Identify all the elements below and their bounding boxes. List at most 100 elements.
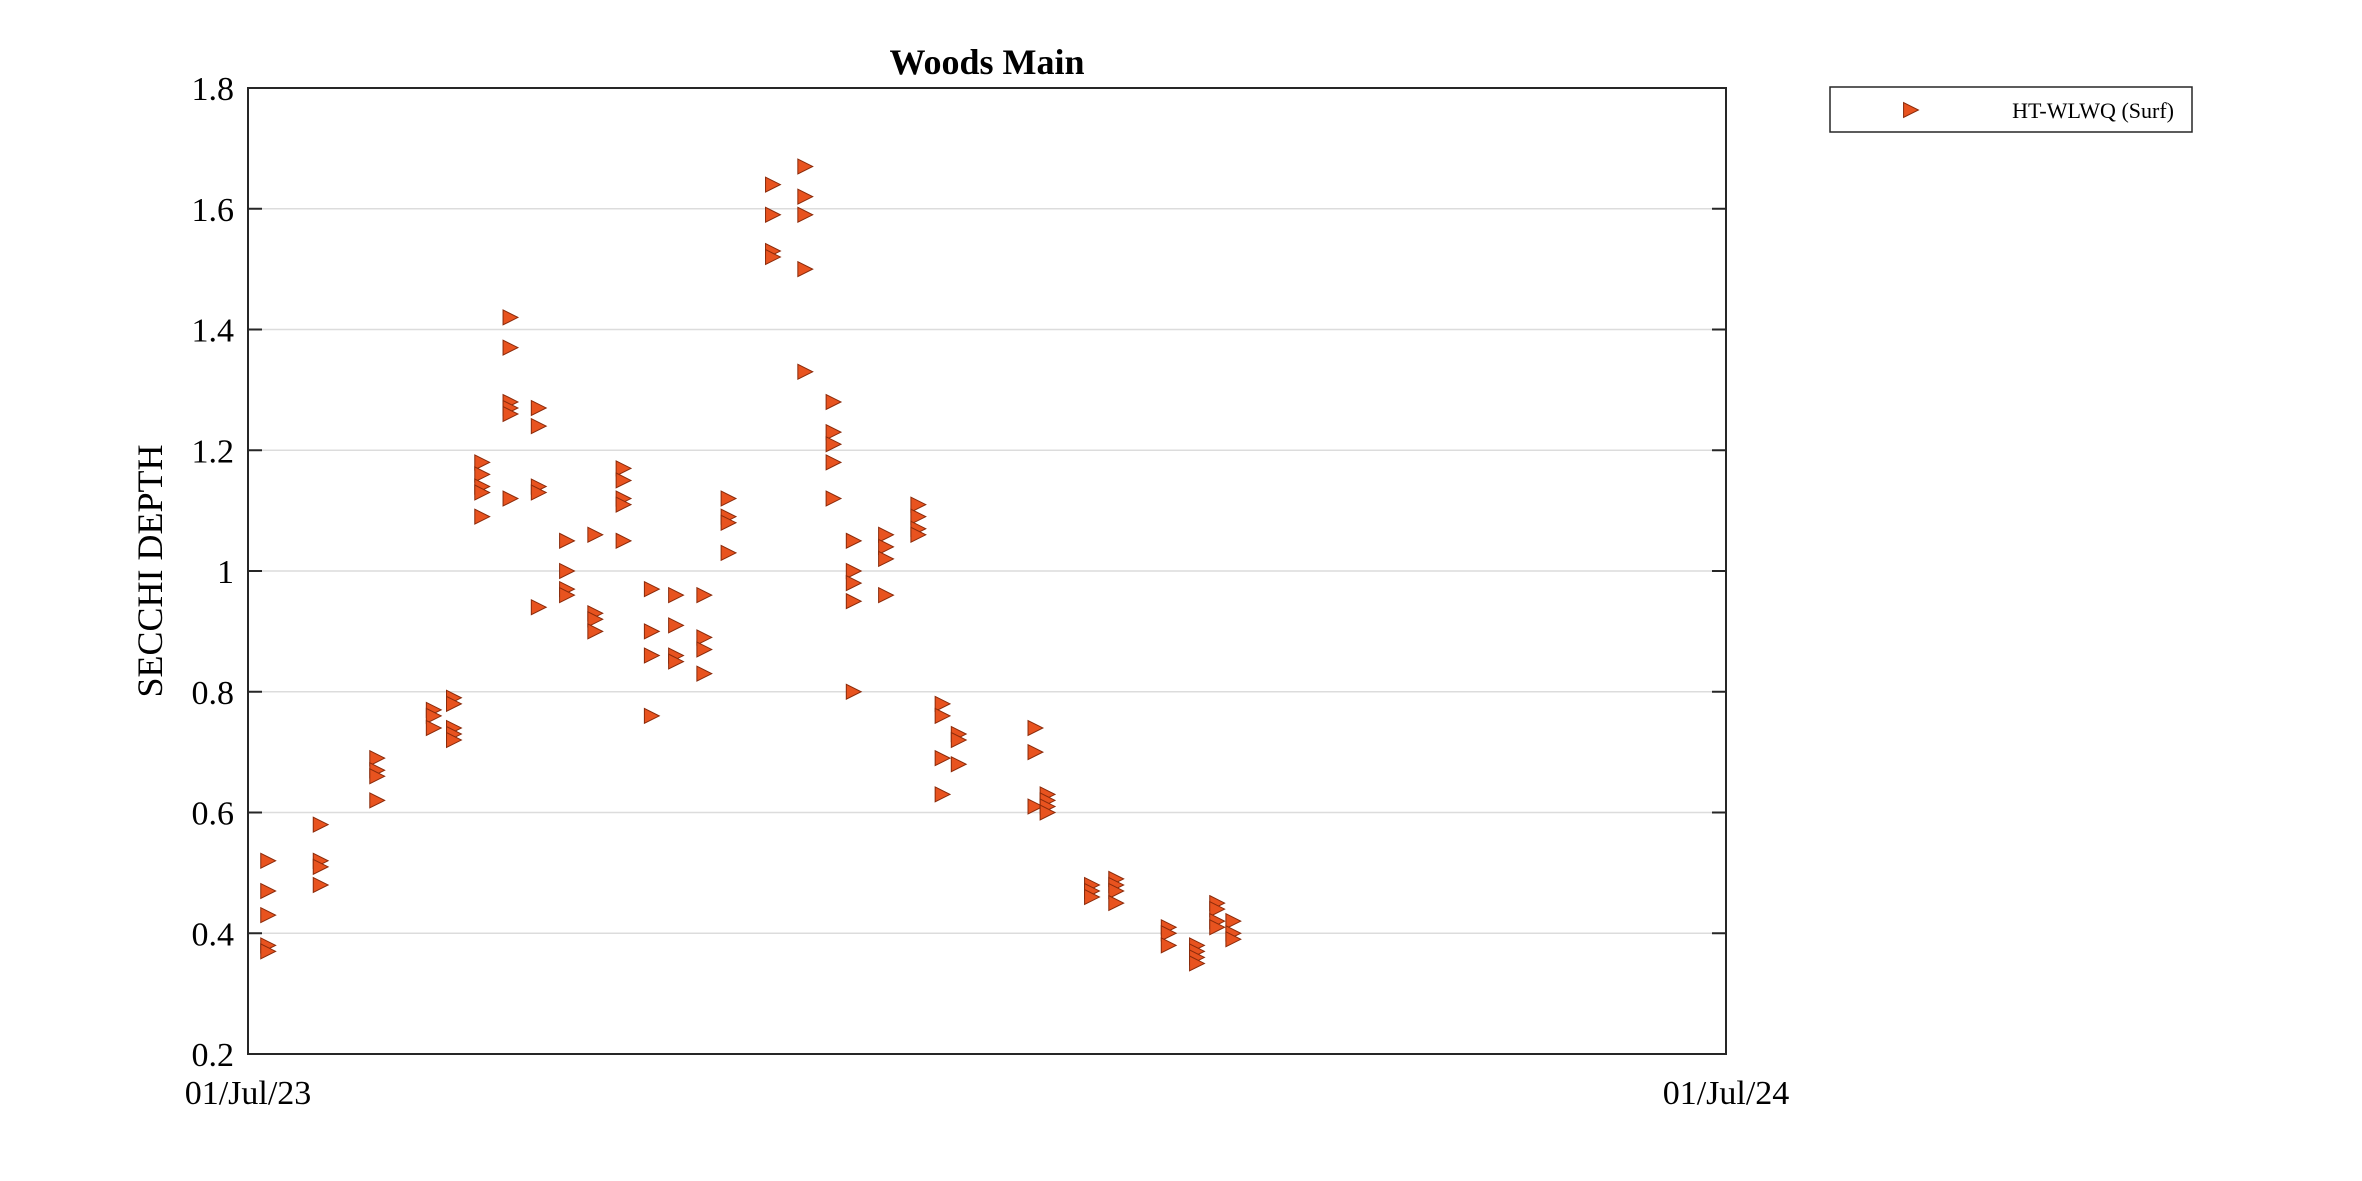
data-point	[696, 641, 713, 658]
data-point	[720, 490, 738, 507]
data-point	[446, 695, 463, 713]
data-point	[369, 792, 386, 809]
data-point	[446, 731, 463, 749]
data-point	[1027, 798, 1045, 815]
data-point	[474, 508, 491, 525]
y-axis-label: SECCHI DEPTH	[130, 444, 170, 697]
data-point	[797, 158, 814, 175]
y-tick-label: 0.4	[192, 916, 235, 953]
data-point	[643, 623, 661, 640]
data-point	[1209, 918, 1226, 936]
y-tick-label: 0.8	[192, 675, 235, 712]
data-point	[797, 363, 814, 381]
data-point	[845, 683, 863, 700]
y-tick-label: 1.8	[192, 71, 235, 108]
data-point	[934, 749, 952, 767]
data-point	[910, 526, 927, 544]
legend-marker-icon	[1903, 101, 1920, 119]
data-point	[934, 707, 952, 725]
data-point	[845, 562, 863, 580]
data-point	[950, 755, 968, 773]
data-point	[720, 514, 738, 531]
data-point	[845, 532, 863, 550]
data-point	[260, 906, 277, 924]
data-point	[825, 393, 843, 411]
data-point	[1225, 912, 1242, 930]
data-point	[425, 719, 443, 737]
data-point	[559, 532, 576, 550]
data-point	[260, 882, 277, 900]
data-point	[1225, 931, 1242, 948]
data-point	[878, 586, 895, 604]
data-point	[1084, 888, 1101, 906]
data-point	[668, 586, 685, 604]
data-point	[910, 496, 927, 513]
x-tick-label: 01/Jul/24	[1663, 1075, 1790, 1112]
data-point	[1027, 743, 1045, 761]
data-point	[696, 586, 713, 604]
data-point	[643, 707, 661, 725]
data-point	[530, 417, 548, 435]
data-point	[530, 484, 548, 501]
data-point	[878, 526, 895, 544]
grid-lines	[248, 208, 1726, 934]
data-point	[474, 454, 491, 471]
data-point	[587, 623, 604, 640]
data-point	[260, 943, 277, 960]
data-point	[797, 206, 814, 224]
y-axis: 0.2 0.4 0.6 0.8 1 1.2 1.4 1.6 1.8	[192, 71, 1726, 1074]
data-point	[878, 550, 895, 568]
data-point	[312, 816, 330, 833]
data-point	[643, 647, 661, 664]
data-point	[910, 508, 927, 525]
data-point	[765, 176, 782, 193]
data-point	[502, 339, 520, 356]
data-point	[587, 526, 604, 544]
data-point	[825, 423, 843, 441]
data-point	[934, 786, 952, 803]
data-point	[696, 665, 713, 682]
data-point	[1027, 719, 1045, 737]
data-point	[950, 731, 968, 749]
data-points	[260, 158, 1242, 972]
data-point	[474, 484, 491, 501]
data-point	[615, 472, 633, 489]
data-point	[474, 466, 491, 483]
chart-title: Woods Main	[889, 42, 1084, 82]
y-tick-label: 0.2	[192, 1037, 235, 1074]
data-point	[587, 611, 604, 628]
data-point	[845, 574, 863, 592]
legend: HT-WLWQ (Surf)	[1829, 86, 2193, 133]
data-point	[1160, 925, 1178, 942]
data-point	[530, 399, 548, 417]
y-tick-label: 1.2	[192, 433, 235, 470]
data-point	[615, 532, 633, 550]
data-point	[1108, 894, 1125, 912]
data-point	[643, 580, 661, 598]
data-point	[1039, 804, 1057, 821]
data-point	[845, 592, 863, 610]
data-point	[369, 768, 386, 785]
data-point	[825, 454, 843, 471]
legend-entry-label: HT-WLWQ (Surf)	[2012, 98, 2174, 123]
data-point	[720, 544, 738, 562]
data-point	[502, 490, 520, 507]
y-tick-label: 1.4	[192, 313, 235, 350]
x-axis: 01/Jul/23 01/Jul/24	[185, 1040, 1790, 1112]
data-point	[668, 617, 685, 634]
data-point	[312, 858, 330, 876]
legend-box	[1829, 86, 2193, 133]
data-point	[615, 496, 633, 513]
data-point	[260, 852, 277, 870]
data-point	[1189, 955, 1206, 972]
data-point	[502, 309, 520, 326]
data-point	[615, 460, 633, 477]
data-point	[425, 707, 443, 725]
data-point	[559, 562, 576, 580]
y-tick-label: 1.6	[192, 192, 235, 229]
data-point	[369, 749, 386, 767]
data-point	[1209, 900, 1226, 918]
data-point	[797, 260, 814, 278]
x-tick-label: 01/Jul/23	[185, 1075, 312, 1112]
